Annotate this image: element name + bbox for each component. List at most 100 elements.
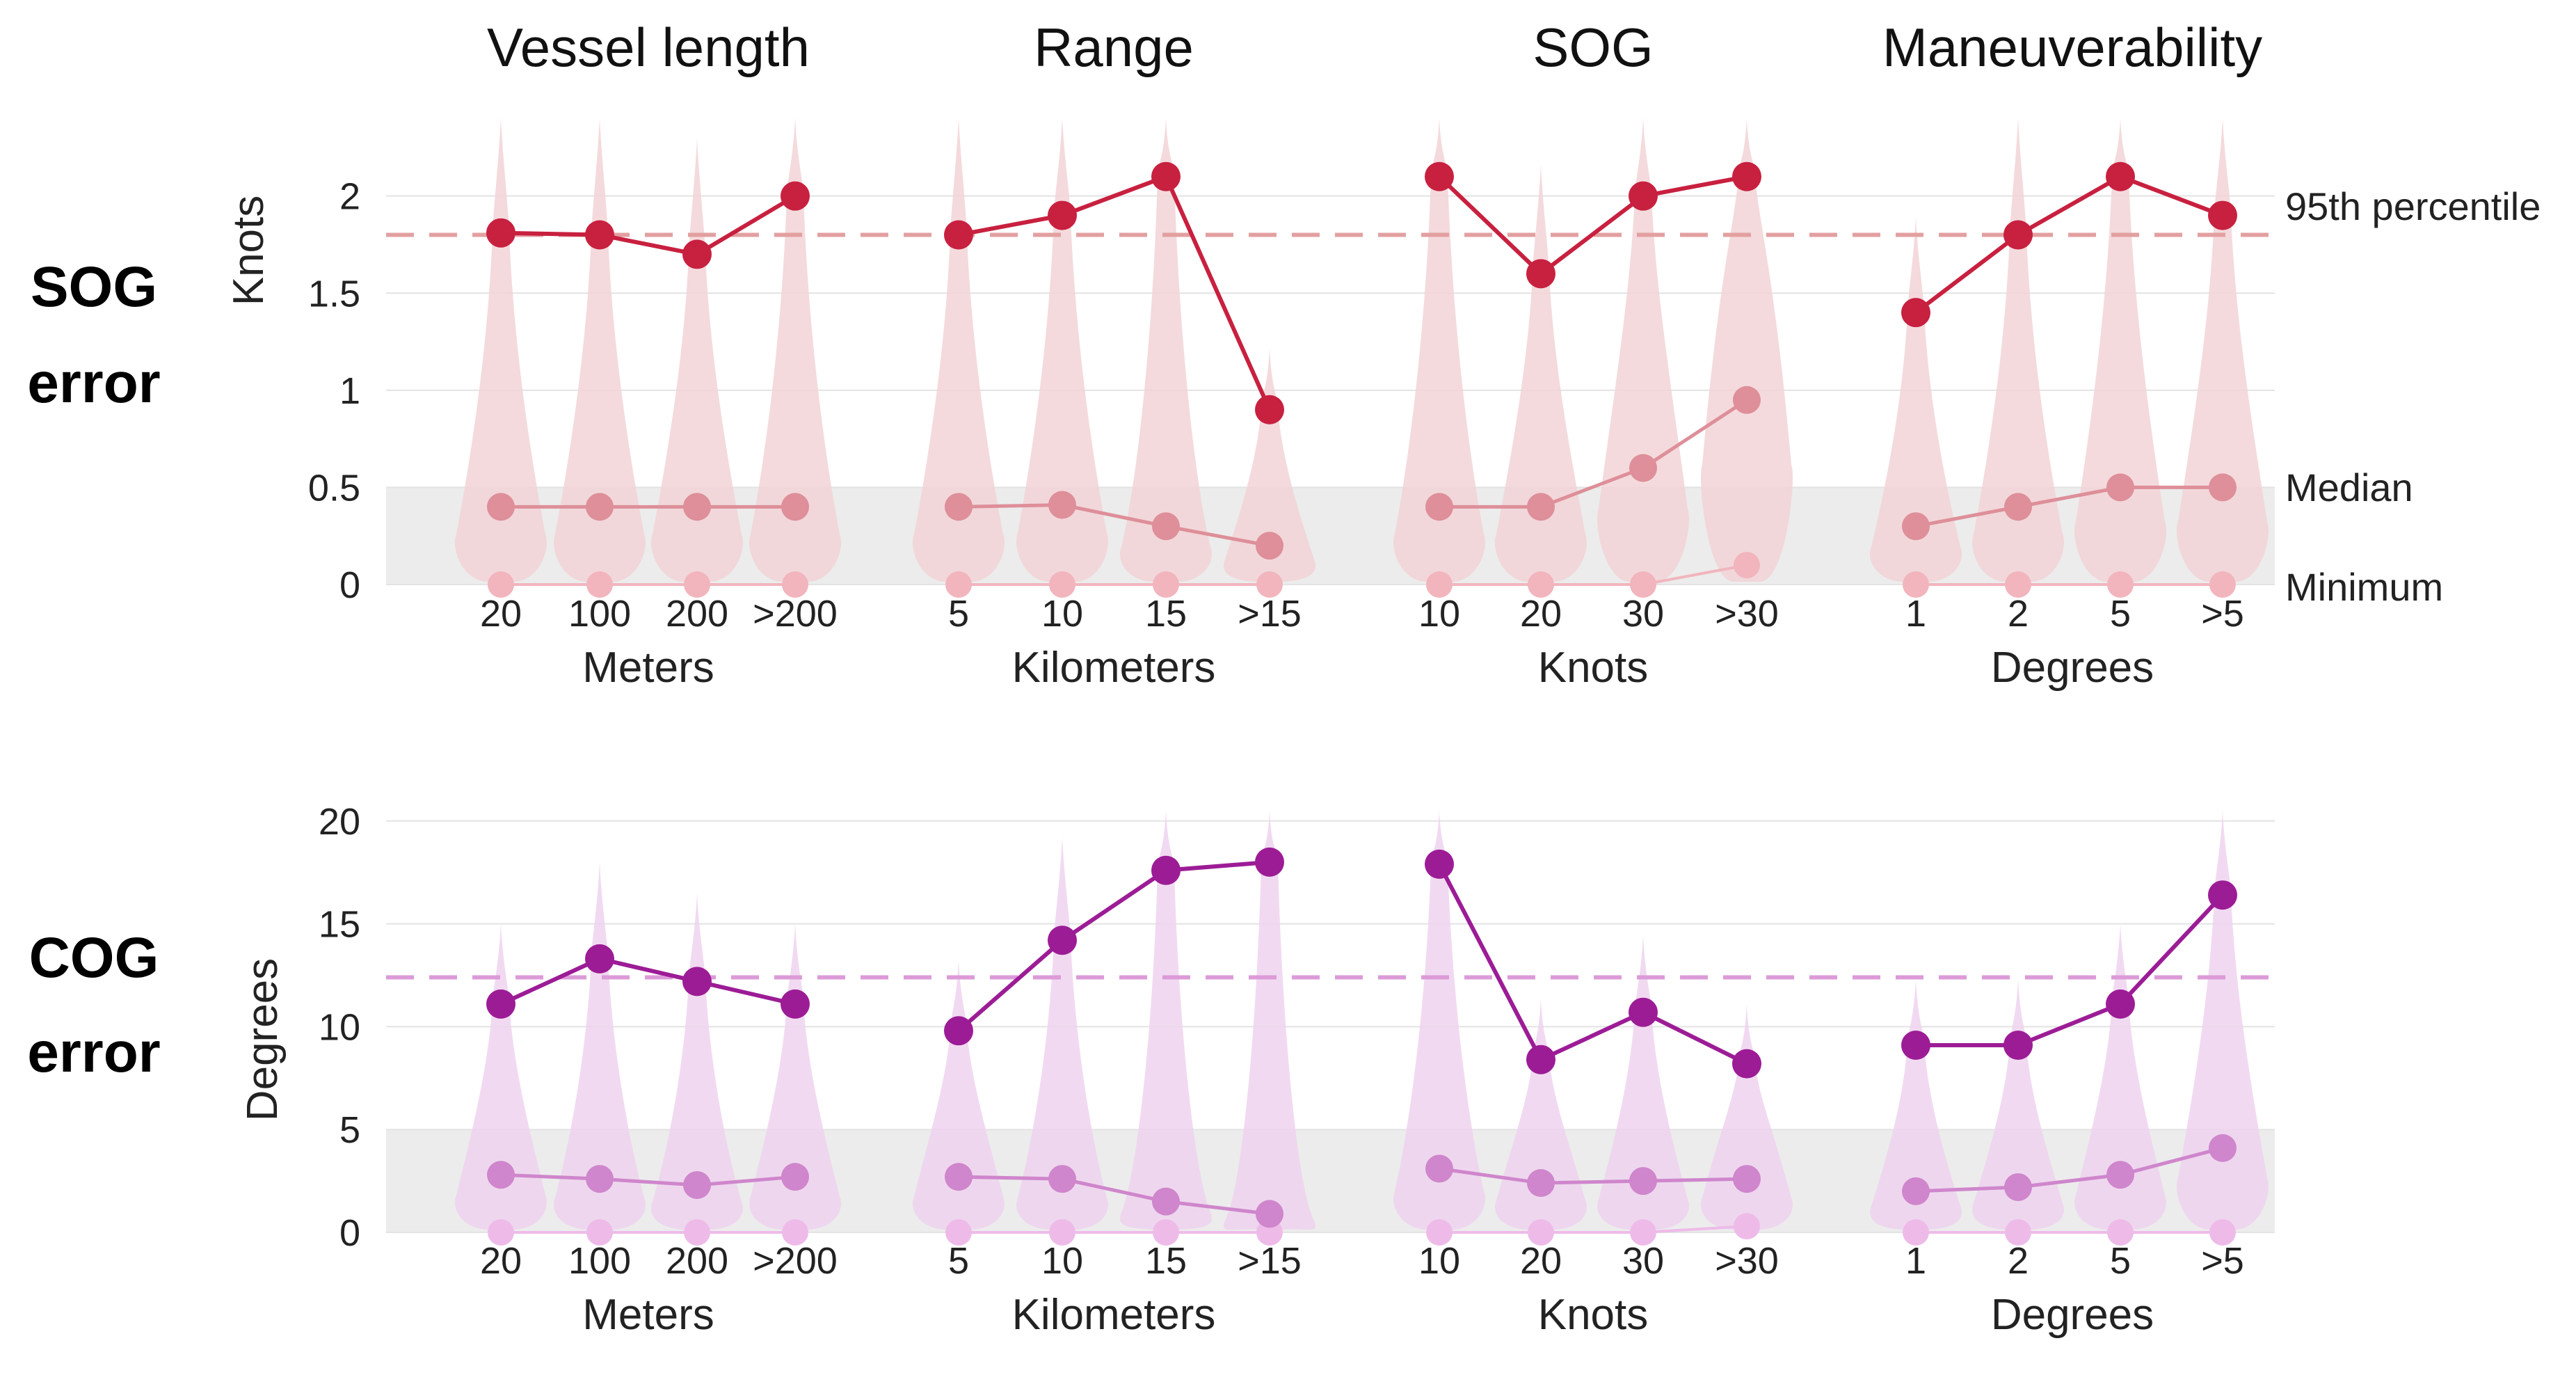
point-minimum	[2005, 1219, 2031, 1246]
violin-shape	[1869, 979, 1962, 1230]
point-median	[1425, 493, 1453, 521]
point-minimum	[1049, 571, 1075, 598]
point-median	[1902, 512, 1930, 541]
row-label: error	[27, 351, 160, 415]
point-median	[1629, 454, 1657, 482]
series-line-median	[958, 1175, 1270, 1216]
point-p95	[2106, 161, 2135, 191]
point-p95	[1048, 926, 1077, 955]
y-tick-label: 5	[339, 1109, 360, 1151]
point-minimum	[2209, 571, 2236, 598]
series-line-median	[500, 1173, 796, 1187]
series-line-p95	[1916, 893, 2225, 1047]
point-minimum	[586, 1219, 613, 1246]
violin-shape	[1223, 348, 1316, 582]
y-tick-label: 1.5	[308, 273, 360, 315]
x-tick-label: 200	[666, 1240, 728, 1282]
x-tick-label: 100	[568, 1240, 631, 1282]
point-p95	[944, 1016, 973, 1046]
point-p95	[1425, 849, 1454, 879]
point-p95	[1901, 1030, 1930, 1060]
violin-shape	[454, 924, 547, 1230]
series-line-p95	[1914, 174, 2224, 315]
point-minimum	[945, 1219, 972, 1246]
row-label: SOG	[31, 255, 157, 319]
x-tick-label: 10	[1418, 593, 1460, 635]
point-minimum	[1734, 552, 1760, 579]
y-axis-label: Degrees	[239, 958, 287, 1121]
point-p95	[1526, 259, 1555, 289]
y-tick-label: 1	[339, 370, 360, 412]
violin-shape	[1393, 118, 1486, 582]
point-median	[2209, 473, 2237, 502]
violin-shape	[912, 960, 1005, 1230]
point-median	[586, 1165, 614, 1193]
violin-shape	[553, 118, 646, 582]
point-median	[2106, 473, 2134, 502]
x-tick-label: >200	[753, 593, 838, 635]
point-minimum	[1630, 1219, 1656, 1246]
series-line-minimum	[1439, 564, 1747, 586]
point-minimum	[488, 571, 514, 598]
series-line-p95	[958, 173, 1272, 411]
x-unit-label: Kilometers	[1012, 644, 1216, 692]
point-median	[1733, 386, 1761, 414]
point-minimum	[1256, 571, 1283, 598]
point-minimum	[488, 1219, 514, 1246]
x-tick-label: >30	[1715, 1240, 1779, 1282]
point-median	[2004, 493, 2032, 521]
violin-shape	[749, 118, 842, 582]
point-minimum	[2107, 571, 2134, 598]
x-tick-label: 15	[1145, 593, 1187, 635]
series-line-p95	[499, 956, 796, 1006]
point-p95	[585, 220, 614, 250]
violin-shape	[912, 118, 1005, 582]
point-median	[945, 1163, 973, 1191]
x-unit-label: Knots	[1538, 1291, 1649, 1339]
point-median	[1152, 1187, 1180, 1216]
violin-shape	[1016, 118, 1109, 582]
violin-shape	[650, 893, 744, 1230]
point-median	[1425, 1154, 1453, 1183]
point-p95	[1151, 161, 1181, 191]
y-tick-label: 0.5	[308, 467, 360, 509]
point-p95	[682, 239, 712, 269]
x-tick-label: 10	[1041, 1240, 1083, 1282]
point-minimum	[1734, 1213, 1760, 1240]
point-median	[1152, 512, 1180, 541]
x-tick-label: 5	[2110, 593, 2131, 635]
point-median	[683, 493, 711, 521]
point-minimum	[1528, 571, 1554, 598]
point-minimum	[1630, 571, 1656, 598]
x-tick-label: 1	[1905, 1240, 1926, 1282]
x-tick-label: 20	[1520, 1240, 1562, 1282]
violin-shape	[1494, 999, 1587, 1230]
point-p95	[1901, 298, 1930, 328]
point-median	[586, 493, 614, 521]
point-minimum	[1903, 1219, 1929, 1246]
x-tick-label: 10	[1418, 1240, 1460, 1282]
violin-shape	[1597, 935, 1690, 1230]
point-minimum	[1426, 571, 1453, 598]
point-p95	[781, 181, 810, 211]
row-label: error	[27, 1021, 160, 1084]
x-tick-label: 2	[2008, 593, 2029, 635]
point-p95	[486, 218, 515, 248]
y-axis-label: Knots	[225, 196, 273, 306]
series-line-median	[1915, 485, 2223, 528]
series-line-p95	[1437, 174, 1747, 277]
point-median	[1048, 1165, 1076, 1193]
violin-shape	[1700, 118, 1793, 582]
point-p95	[2208, 200, 2237, 230]
x-tick-label: >15	[1238, 1240, 1302, 1282]
x-tick-label: 30	[1622, 1240, 1664, 1282]
point-median	[1733, 1165, 1761, 1193]
x-tick-label: 15	[1145, 1240, 1187, 1282]
violin-shape	[553, 863, 646, 1230]
x-unit-label: Meters	[582, 644, 714, 692]
point-median	[2004, 1173, 2032, 1201]
series-line-minimum	[1439, 1225, 1747, 1234]
point-minimum	[1903, 571, 1929, 598]
panel-title-2: SOG	[1533, 17, 1653, 78]
point-minimum	[1528, 1219, 1554, 1246]
